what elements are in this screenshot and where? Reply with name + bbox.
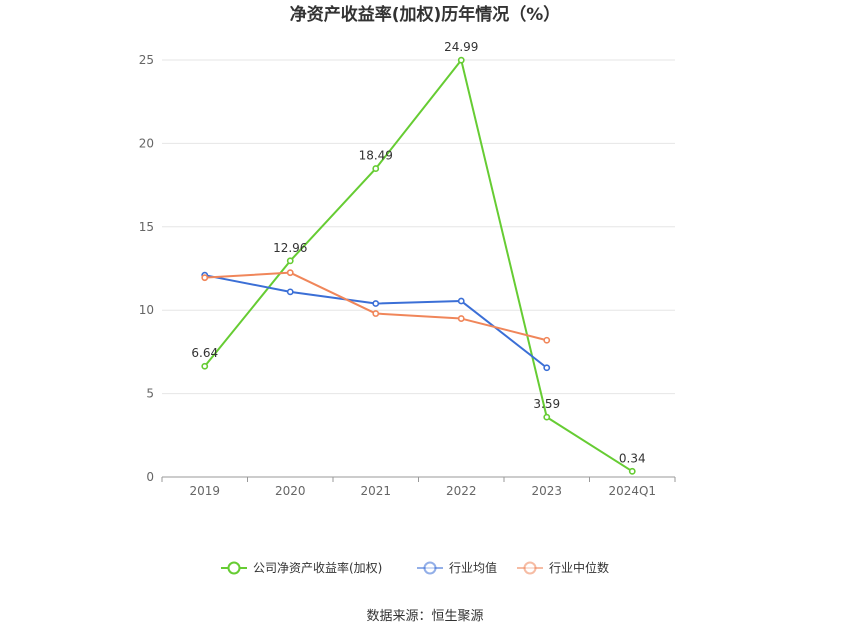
legend-label: 行业均值 — [449, 560, 497, 575]
data-point — [372, 165, 380, 172]
x-tick-label: 2020 — [275, 484, 306, 498]
legend-item-3: 行业中位数 — [517, 560, 609, 575]
x-tick-label: 2019 — [189, 484, 220, 498]
legend-marker-icon — [423, 561, 437, 575]
data-label: 24.99 — [444, 40, 478, 54]
y-tick-label: 20 — [139, 136, 154, 150]
data-label: 3.59 — [533, 397, 560, 411]
data-label: 0.34 — [619, 451, 646, 465]
data-label: 18.49 — [359, 149, 393, 163]
series-layer — [201, 56, 636, 475]
data-point — [286, 257, 294, 265]
data-point — [372, 300, 380, 307]
data-point — [457, 297, 465, 305]
data-point — [372, 310, 380, 317]
data-point — [286, 269, 294, 277]
data-label: 12.96 — [273, 241, 307, 255]
y-tick-label: 15 — [139, 220, 154, 234]
data-point — [543, 364, 551, 372]
x-tick-label: 2023 — [531, 484, 562, 498]
y-tick-label: 25 — [139, 53, 154, 67]
data-point — [457, 56, 465, 64]
data-label: 6.64 — [191, 346, 218, 360]
legend-item-2: 行业均值 — [417, 560, 497, 575]
data-labels: 6.64 12.96 18.49 24.99 3.59 0.34 — [191, 40, 645, 465]
axes: 0 5 10 15 20 25 2019 2020 2021 2022 2023 2024Q1 — [139, 53, 676, 498]
y-tick-label: 0 — [146, 470, 154, 484]
data-point — [286, 288, 294, 296]
data-point — [201, 362, 209, 370]
data-point — [628, 467, 636, 475]
data-point — [543, 413, 551, 421]
chart-title: 净资产收益率(加权)历年情况（%） — [290, 4, 561, 25]
data-point — [543, 336, 551, 344]
x-tick-label: 2022 — [446, 484, 477, 498]
y-tick-label: 10 — [139, 303, 154, 317]
x-tick-label: 2024Q1 — [608, 484, 656, 498]
legend-label: 公司净资产收益率(加权) — [253, 560, 382, 575]
data-point — [201, 274, 209, 282]
series-line-2 — [204, 274, 548, 369]
x-tick-label: 2021 — [360, 484, 391, 498]
legend-item-1: 公司净资产收益率(加权) — [221, 560, 382, 575]
legend-label: 行业中位数 — [549, 560, 609, 575]
series-line-1 — [203, 59, 633, 473]
source-note: 数据来源：恒生聚源 — [366, 609, 483, 624]
y-tick-label: 5 — [146, 387, 154, 401]
legend: 公司净资产收益率(加权) 行业均值 行业中位数 — [221, 560, 609, 575]
legend-marker-icon — [227, 561, 241, 575]
grid-lines — [162, 59, 675, 395]
legend-marker-icon — [523, 561, 537, 575]
data-point — [457, 315, 465, 322]
